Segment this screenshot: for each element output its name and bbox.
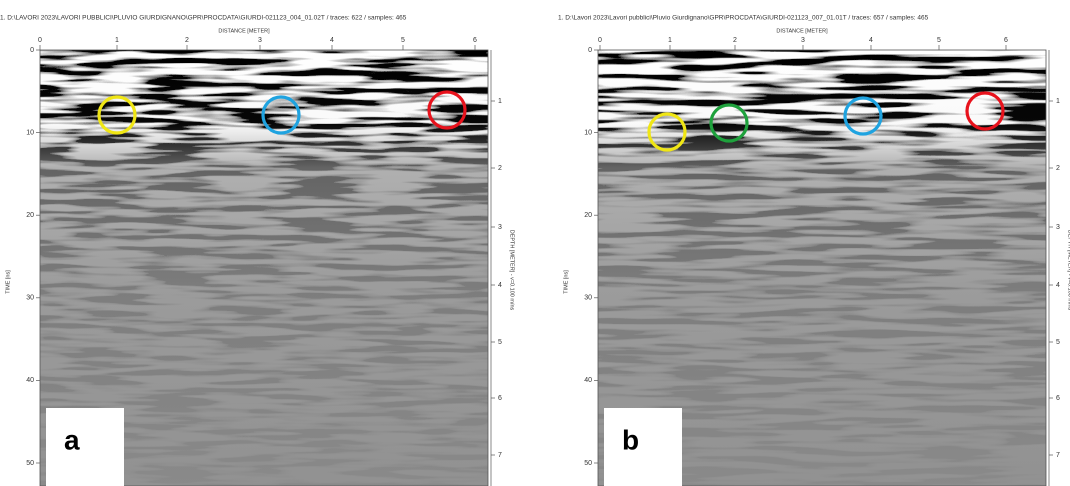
x-tick-label: 5 xyxy=(401,37,405,44)
y-axis-label: TIME [ns] xyxy=(563,270,569,294)
y-tick-label: 0 xyxy=(588,47,592,54)
y2-tick-label: 4 xyxy=(498,282,502,289)
y-tick-label: 40 xyxy=(584,377,592,384)
x-tick-label: 6 xyxy=(1004,37,1008,44)
panel-letter-box xyxy=(604,408,682,486)
y-tick-label: 10 xyxy=(584,129,592,136)
y-tick-label: 20 xyxy=(584,212,592,219)
y-tick-label: 30 xyxy=(584,295,592,302)
x-tick-label: 6 xyxy=(473,37,477,44)
radargram-panel: 1. D:\Lavori 2023\Lavori pubblici\Pluvio… xyxy=(558,15,1070,486)
x-axis-label: DISTANCE [METER] xyxy=(218,28,270,34)
x-tick-label: 3 xyxy=(801,37,805,44)
x-tick-label: 4 xyxy=(330,37,334,44)
header: 1. D:\Lavori 2023\Lavori pubblici\Pluvio… xyxy=(558,15,929,22)
y-tick-label: 30 xyxy=(26,295,34,302)
y2-tick-label: 6 xyxy=(498,395,502,402)
y2-tick-label: 3 xyxy=(1056,224,1060,231)
x-tick-label: 5 xyxy=(937,37,941,44)
y2-tick-label: 7 xyxy=(498,452,502,459)
x-axis-label: DISTANCE [METER] xyxy=(776,28,828,34)
x-tick-label: 0 xyxy=(38,37,42,44)
y-tick-label: 20 xyxy=(26,212,34,219)
x-tick-label: 1 xyxy=(668,37,672,44)
y2-tick-label: 5 xyxy=(498,339,502,346)
panel-letter: a xyxy=(64,424,80,455)
x-tick-label: 1 xyxy=(115,37,119,44)
y-tick-label: 10 xyxy=(26,129,34,136)
x-tick-label: 2 xyxy=(733,37,737,44)
x-tick-label: 3 xyxy=(258,37,262,44)
y-tick-label: 50 xyxy=(584,460,592,467)
y2-tick-label: 3 xyxy=(498,224,502,231)
panel-letter-box xyxy=(46,408,124,486)
y-axis-label: TIME [ns] xyxy=(5,270,11,294)
y-tick-label: 40 xyxy=(26,377,34,384)
header: 1. D:\LAVORI 2023\LAVORI PUBBLICI\PLUVIO… xyxy=(0,15,407,22)
x-tick-label: 2 xyxy=(185,37,189,44)
y2-axis-label: DEPTH [METER] - v=0.100 m/ns xyxy=(509,230,515,311)
figure: 1. D:\LAVORI 2023\LAVORI PUBBLICI\PLUVIO… xyxy=(0,0,1070,486)
x-tick-label: 4 xyxy=(869,37,873,44)
y2-tick-label: 4 xyxy=(1056,282,1060,289)
y2-tick-label: 1 xyxy=(1056,98,1060,105)
panel-letter: b xyxy=(622,424,639,455)
y2-tick-label: 6 xyxy=(1056,395,1060,402)
y2-tick-label: 5 xyxy=(1056,339,1060,346)
y2-tick-label: 2 xyxy=(498,165,502,172)
y2-tick-label: 2 xyxy=(1056,165,1060,172)
y2-tick-label: 1 xyxy=(498,98,502,105)
x-tick-label: 0 xyxy=(598,37,602,44)
y2-axis-label: DEPTH [METER] - v=0.100 m/ns xyxy=(1067,230,1070,311)
radargram-panel: 1. D:\LAVORI 2023\LAVORI PUBBLICI\PLUVIO… xyxy=(0,15,515,486)
page: {"panels": [ {"header": "1. D:\\LAVORI 2… xyxy=(0,0,1070,486)
y-tick-label: 50 xyxy=(26,460,34,467)
y2-tick-label: 7 xyxy=(1056,452,1060,459)
y-tick-label: 0 xyxy=(30,47,34,54)
